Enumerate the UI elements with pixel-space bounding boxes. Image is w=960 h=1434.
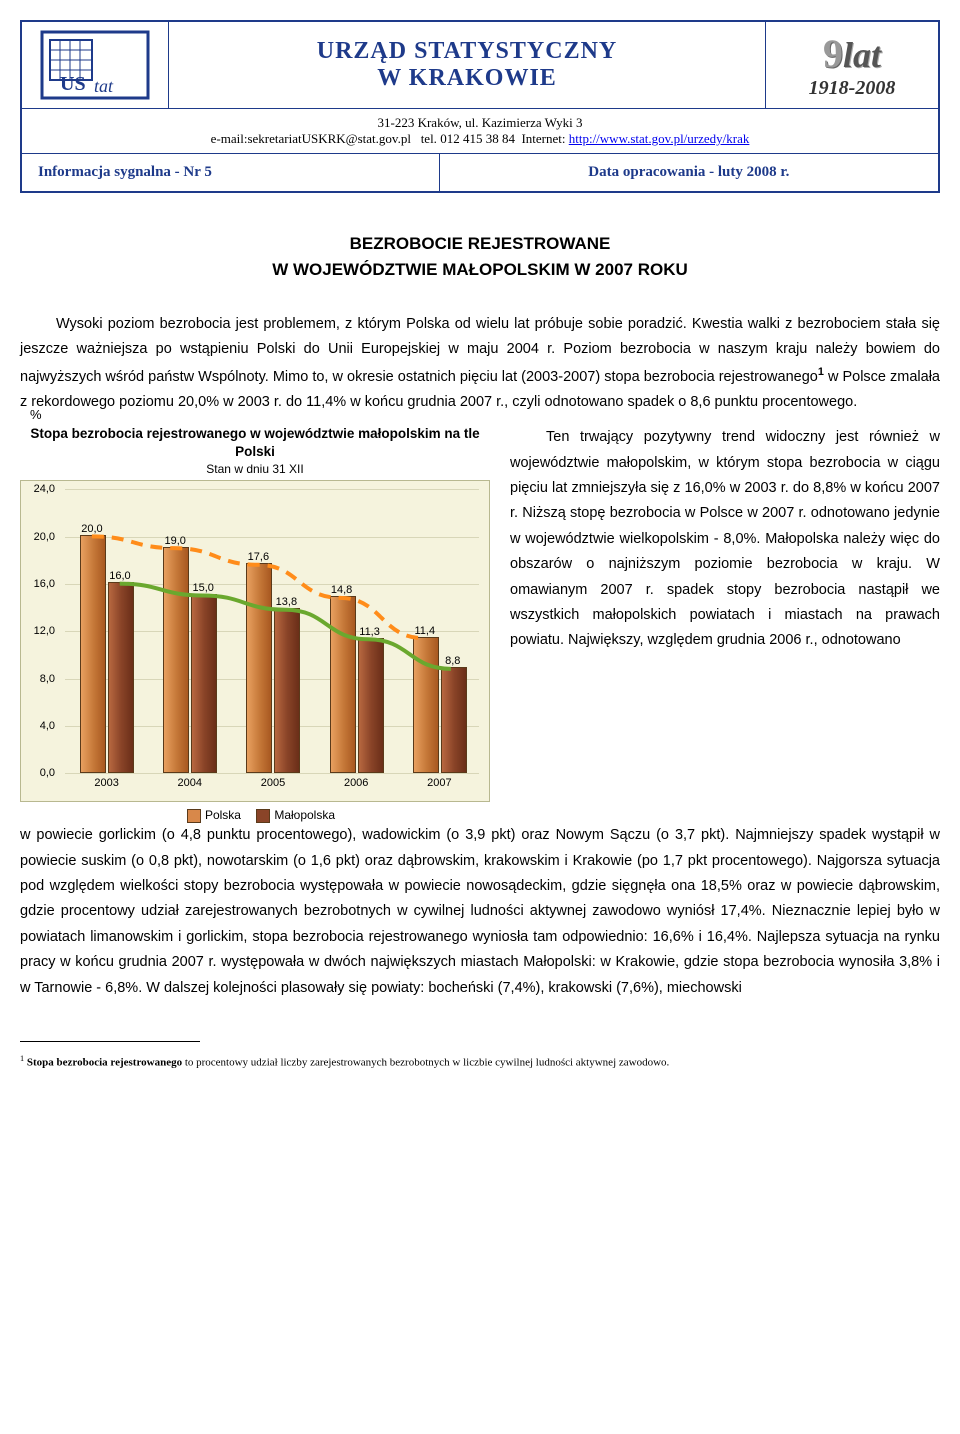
y-tick-label: 20,0: [34, 531, 55, 543]
chart-title: Stopa bezrobocia rejestrowanego w wojewó…: [20, 425, 490, 460]
grid-line: [65, 537, 479, 538]
x-tick-label: 2007: [427, 777, 451, 789]
y-tick-label: 24,0: [34, 483, 55, 495]
logo-right-cell: 9lat 1918-2008: [765, 22, 938, 108]
title-line2: W KRAKOWIE: [377, 65, 557, 92]
x-axis: 2003 2004 2005 2006 2007: [65, 777, 479, 795]
y-tick-label: 4,0: [40, 720, 55, 732]
internet-link[interactable]: http://www.stat.gov.pl/urzedy/krak: [569, 131, 750, 146]
y-tick-label: 12,0: [34, 625, 55, 637]
header-top-row: US tat URZĄD STATYSTYCZNY W KRAKOWIE 9la…: [22, 22, 938, 109]
email-label: e-mail:: [211, 131, 248, 146]
tel-value: 012 415 38 84: [440, 131, 515, 146]
bar-label-polska: 17,6: [243, 551, 273, 563]
years-span: 1918-2008: [809, 77, 896, 100]
bar-label-polska: 14,8: [327, 584, 357, 596]
paragraph-after: w powiecie gorlickim (o 4,8 punktu proce…: [20, 823, 940, 1001]
info-right: Data opracowania - luty 2008 r.: [440, 154, 938, 191]
grid-line: [65, 489, 479, 490]
x-tick-label: 2005: [261, 777, 285, 789]
grid-line: [65, 773, 479, 774]
bar-label-polska: 20,0: [77, 523, 107, 535]
chart-column: % Stopa bezrobocia rejestrowanego w woje…: [20, 425, 490, 823]
bar-label-malopolska: 15,0: [188, 582, 218, 594]
bar-malopolska: [108, 582, 134, 773]
bar-malopolska: [441, 667, 467, 773]
bar-polska: [163, 547, 189, 774]
bar-label-malopolska: 8,8: [438, 655, 468, 667]
legend-swatch-malopolska: [256, 809, 270, 823]
x-tick-label: 2003: [94, 777, 118, 789]
logo-left-cell: US tat: [22, 22, 169, 108]
x-tick-label: 2006: [344, 777, 368, 789]
bar-label-malopolska: 11,3: [355, 626, 385, 638]
bar-malopolska: [358, 638, 384, 774]
bar-label-malopolska: 16,0: [105, 570, 135, 582]
document-title: BEZROBOCIE REJESTROWANE W WOJEWÓDZTWIE M…: [20, 231, 940, 282]
footnote-rule: [20, 1041, 200, 1042]
chart-area: 24,0 20,0 16,0 12,0 8,0 4,0 0,0 20,0 16,0 19,0 15…: [20, 480, 490, 802]
pct-symbol: %: [30, 407, 42, 422]
y-tick-label: 0,0: [40, 767, 55, 779]
doc-title-line2: W WOJEWÓDZTWIE MAŁOPOLSKIM W 2007 ROKU: [272, 260, 688, 279]
paragraph-1: Wysoki poziom bezrobocia jest problemem,…: [20, 312, 940, 415]
email-value: sekretariatUSKRK@stat.gov.pl: [247, 131, 411, 146]
chart-text-row: % Stopa bezrobocia rejestrowanego w woje…: [20, 425, 940, 823]
doc-title-line1: BEZROBOCIE REJESTROWANE: [350, 234, 611, 253]
internet-label: Internet:: [521, 131, 565, 146]
legend-label-malopolska: Małopolska: [274, 808, 335, 822]
bar-polska: [246, 563, 272, 773]
bar-label-polska: 19,0: [160, 535, 190, 547]
footnote: 1 Stopa bezrobocia rejestrowanego to pro…: [20, 1053, 940, 1071]
svg-text:US: US: [60, 73, 86, 95]
header-title: URZĄD STATYSTYCZNY W KRAKOWIE: [169, 22, 765, 108]
bar-label-malopolska: 13,8: [271, 596, 301, 608]
svg-text:tat: tat: [94, 76, 114, 96]
info-left: Informacja sygnalna - Nr 5: [22, 154, 440, 191]
right-paragraph: Ten trwający pozytywny trend widoczny je…: [510, 425, 940, 653]
chart-legend: Polska Małopolska: [20, 808, 490, 823]
info-row: Informacja sygnalna - Nr 5 Data opracowa…: [22, 154, 938, 191]
chart-subtitle: Stan w dniu 31 XII: [20, 462, 490, 476]
legend-label-polska: Polska: [205, 808, 241, 822]
x-tick-label: 2004: [178, 777, 202, 789]
plot-area: 20,0 16,0 19,0 15,0 17,6 13,8 14,8 11,3 11,4 8,8: [65, 489, 479, 773]
address-row: 31-223 Kraków, ul. Kazimierza Wyki 3 e-m…: [22, 109, 938, 154]
bar-polska: [330, 596, 356, 773]
ustat-logo-icon: US tat: [40, 30, 150, 100]
anniversary-icon: 9lat: [823, 30, 881, 77]
text-column: Ten trwający pozytywny trend widoczny je…: [510, 425, 940, 823]
y-tick-label: 16,0: [34, 578, 55, 590]
tel-label: tel.: [421, 131, 437, 146]
header-box: US tat URZĄD STATYSTYCZNY W KRAKOWIE 9la…: [20, 20, 940, 193]
title-line1: URZĄD STATYSTYCZNY: [317, 38, 618, 65]
bar-malopolska: [274, 608, 300, 773]
bar-label-polska: 11,4: [410, 625, 440, 637]
legend-swatch-polska: [187, 809, 201, 823]
bar-polska: [413, 637, 439, 774]
bar-polska: [80, 535, 106, 774]
y-axis: 24,020,016,012,08,04,00,0: [21, 481, 61, 773]
y-tick-label: 8,0: [40, 673, 55, 685]
bar-malopolska: [191, 594, 217, 774]
address-line1: 31-223 Kraków, ul. Kazimierza Wyki 3: [378, 115, 583, 130]
